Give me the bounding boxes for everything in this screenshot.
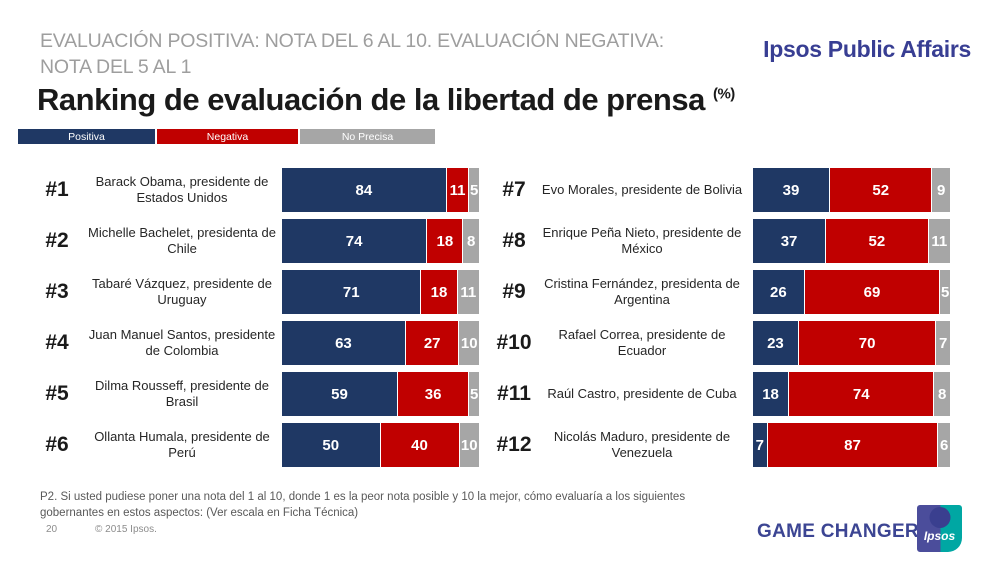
bar-segment-negativa: 70 (798, 321, 936, 365)
leader-label: Enrique Peña Nieto, presidente de México (542, 225, 742, 256)
leader-label: Nicolás Maduro, presidente de Venezuela (553, 429, 731, 460)
stacked-bar: 26 69 5 (753, 270, 950, 314)
bar-segment-no-precisa: 5 (940, 270, 950, 314)
bar-segment-positiva: 7 (753, 423, 767, 467)
stacked-bar: 23 70 7 (753, 321, 950, 365)
bar-segment-positiva: 18 (753, 372, 789, 416)
leader-label: Evo Morales, presidente de Bolivia (541, 182, 743, 197)
rank-label: #9 (502, 280, 526, 303)
bar-segment-no-precisa: 7 (936, 321, 950, 365)
leader-label: Michelle Bachelet, presidenta de Chile (88, 225, 276, 256)
bar-segment-positiva: 71 (282, 270, 421, 314)
stacked-bar: 59 36 5 (282, 372, 479, 416)
bar-segment-positiva: 84 (282, 168, 446, 212)
bar-segment-no-precisa: 11 (928, 219, 950, 263)
ipsos-logo-circle-icon (929, 507, 950, 528)
leader-label: Dilma Rousseff, presidente de Brasil (95, 378, 269, 409)
bar-segment-positiva: 37 (753, 219, 826, 263)
leader-label: Ollanta Humala, presidente de Perú (94, 429, 270, 460)
stacked-bar: 18 74 8 (753, 372, 950, 416)
bar-segment-no-precisa: 8 (463, 219, 479, 263)
stacked-bar: 37 52 11 (753, 219, 950, 263)
rank-label: #5 (45, 382, 69, 405)
stacked-bar: 39 52 9 (753, 168, 950, 212)
leader-label: Cristina Fernández, presidenta de Argent… (544, 276, 740, 307)
bar-segment-negativa: 52 (830, 168, 932, 212)
bar-segment-negativa: 69 (804, 270, 940, 314)
page-title: Ranking de evaluación de la libertad de … (37, 82, 967, 118)
bar-segment-negativa: 74 (789, 372, 934, 416)
bar-segment-positiva: 74 (282, 219, 427, 263)
bar-segment-no-precisa: 9 (932, 168, 950, 212)
stacked-bar: 63 27 10 (282, 321, 479, 365)
rank-label: #10 (496, 331, 532, 354)
rank-label: #1 (45, 178, 69, 201)
ipsos-logo: Ipsos (917, 505, 962, 552)
bar-segment-positiva: 63 (282, 321, 405, 365)
bar-segment-negativa: 36 (398, 372, 469, 416)
page-number: 20 (46, 524, 58, 535)
bar-segment-positiva: 23 (753, 321, 798, 365)
bar-segment-no-precisa: 5 (469, 168, 479, 212)
leader-label: Tabaré Vázquez, presidente de Uruguay (92, 276, 272, 307)
bar-segment-negativa: 27 (405, 321, 459, 365)
rank-label: #8 (502, 229, 526, 252)
bar-segment-positiva: 50 (282, 423, 380, 467)
percent-unit-note: (%) (712, 85, 735, 103)
game-changers-tagline: GAME CHANGERS (757, 521, 932, 542)
leader-label: Barack Obama, presidente de Estados Unid… (95, 174, 269, 205)
bar-segment-negativa: 18 (427, 219, 463, 263)
legend: Positiva Negativa No Precisa (18, 129, 435, 144)
bar-segment-negativa: 40 (380, 423, 459, 467)
bar-segment-no-precisa: 6 (938, 423, 950, 467)
bar-segment-negativa: 18 (421, 270, 457, 314)
bar-segment-no-precisa: 8 (934, 372, 950, 416)
stacked-bar: 71 18 11 (282, 270, 479, 314)
legend-item-positiva: Positiva (18, 129, 155, 144)
rank-label: #3 (45, 280, 69, 303)
stacked-bar: 84 11 5 (282, 168, 479, 212)
bar-segment-positiva: 59 (282, 372, 398, 416)
bar-segment-no-precisa: 5 (469, 372, 479, 416)
ipsos-public-affairs-wordmark: Ipsos Public Affairs (763, 36, 971, 62)
rank-label: #2 (45, 229, 69, 252)
legend-item-no-precisa: No Precisa (300, 129, 435, 144)
stacked-bar: 74 18 8 (282, 219, 479, 263)
rank-label: #6 (45, 433, 69, 456)
ipsos-logo-text: Ipsos (923, 529, 956, 543)
leader-label: Raúl Castro, presidente de Cuba (547, 386, 737, 401)
rank-label: #12 (496, 433, 532, 456)
rank-label: #11 (497, 382, 531, 405)
footnote: P2. Si usted pudiese poner una nota del … (40, 491, 686, 519)
copyright: © 2015 Ipsos. (95, 524, 157, 535)
page-title-text: Ranking de evaluación de la libertad de … (37, 82, 705, 117)
bar-segment-no-precisa: 11 (457, 270, 479, 314)
leader-label: Rafael Correa, presidente de Ecuador (558, 327, 726, 358)
bar-segment-no-precisa: 10 (459, 423, 479, 467)
bar-segment-negativa: 87 (767, 423, 938, 467)
bar-segment-positiva: 39 (753, 168, 830, 212)
stacked-bar: 7 87 6 (753, 423, 950, 467)
bar-segment-positiva: 26 (753, 270, 804, 314)
rank-label: #7 (502, 178, 526, 201)
bar-segment-negativa: 11 (446, 168, 469, 212)
rank-label: #4 (45, 331, 69, 354)
bar-segment-no-precisa: 10 (459, 321, 479, 365)
evaluation-scale-subtitle: EVALUACIÓN POSITIVA: NOTA DEL 6 AL 10. E… (40, 30, 664, 78)
leader-label: Juan Manuel Santos, presidente de Colomb… (88, 327, 276, 358)
stacked-bar: 50 40 10 (282, 423, 479, 467)
bar-segment-negativa: 52 (826, 219, 928, 263)
legend-item-negativa: Negativa (157, 129, 298, 144)
